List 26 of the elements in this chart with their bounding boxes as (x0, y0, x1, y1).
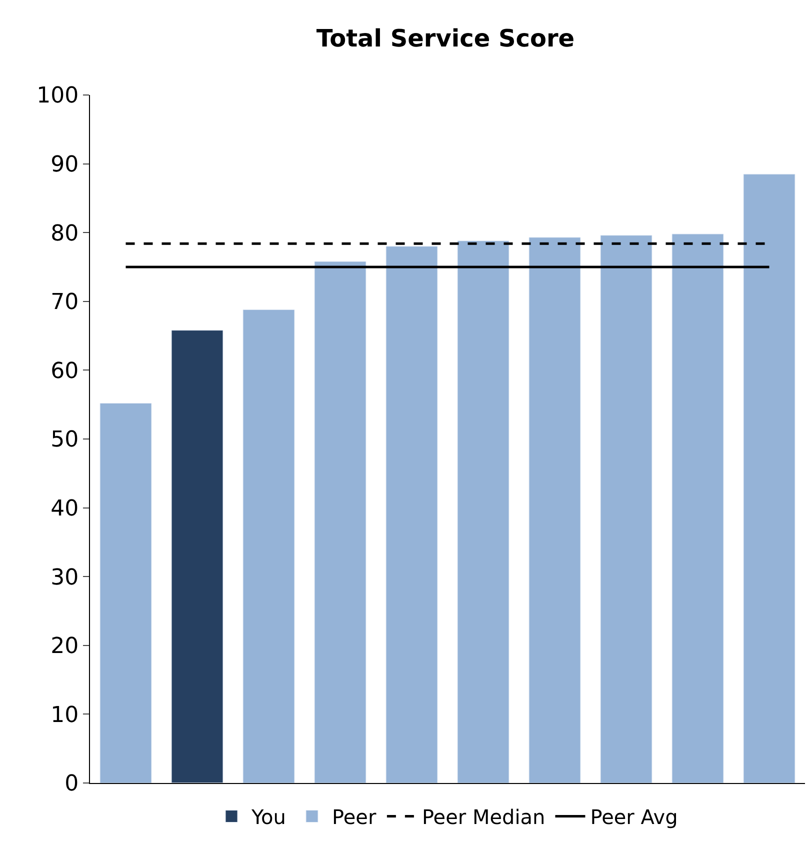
legend-label: Peer Median (422, 805, 546, 830)
y-tick-label: 40 (50, 496, 79, 522)
legend-label: Peer Avg (590, 805, 678, 830)
y-tick-label: 50 (50, 428, 79, 453)
bar (314, 261, 366, 783)
bar (600, 235, 652, 783)
y-tick-label: 0 (64, 772, 79, 797)
y-tick-label: 80 (50, 221, 79, 246)
legend-label: You (250, 805, 286, 830)
y-tick-label: 20 (50, 634, 79, 660)
bar (528, 237, 581, 783)
chart-title: Total Service Score (316, 24, 575, 53)
bar (242, 309, 295, 783)
bar (457, 240, 510, 783)
y-tick-label: 30 (50, 565, 79, 590)
bar (386, 246, 438, 783)
y-tick-label: 10 (50, 702, 79, 728)
y-tick-label: 60 (50, 358, 79, 384)
y-tick-label: 90 (50, 152, 79, 178)
y-tick-label: 70 (50, 290, 79, 316)
bar (672, 234, 724, 783)
y-tick-label: 100 (36, 84, 79, 109)
legend-label: Peer (332, 805, 377, 830)
bar (743, 174, 796, 783)
bar (171, 330, 224, 783)
bar (100, 402, 152, 783)
